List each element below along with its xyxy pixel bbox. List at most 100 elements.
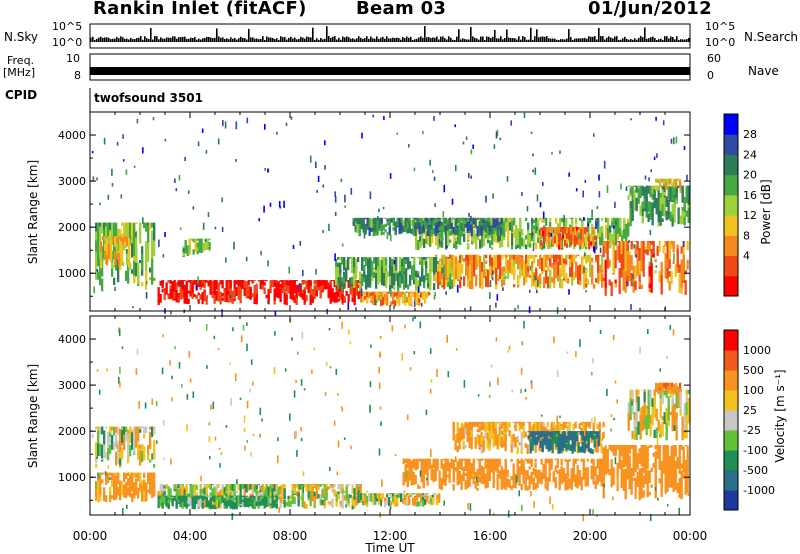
heatmap-cell [333,280,336,288]
heatmap-cell [520,445,523,454]
heatmap-cell [501,230,504,248]
heatmap-cell [181,484,184,494]
heatmap-cell [606,241,609,269]
heatmap-cell [309,155,312,163]
heatmap-cell [95,240,98,252]
heatmap-cell [456,225,459,229]
heatmap-cell [183,290,186,304]
heatmap-cell [115,475,118,488]
noise-sample [322,39,324,42]
heatmap-cell [410,475,413,486]
heatmap-cell [419,241,422,249]
noise-sample [308,37,310,42]
heatmap-cell [317,494,320,499]
heatmap-cell [147,472,150,475]
noise-sample [268,37,270,42]
heatmap-cell [460,458,463,462]
heatmap-cell [277,283,280,299]
heatmap-cell [616,241,619,242]
heatmap-cell [95,464,98,468]
heatmap-cell [666,244,669,259]
noise-sample [652,36,654,42]
heatmap-cell [121,222,124,226]
heatmap-cell [374,223,377,232]
noise-sample [188,38,190,42]
heatmap-cell [530,131,533,134]
heatmap-cell [416,217,419,228]
heatmap-cell [101,448,104,459]
heatmap-cell [173,280,176,286]
heatmap-cell [459,254,462,256]
heatmap-cell [324,140,326,146]
heatmap-cell [147,444,150,456]
heatmap-cell [654,451,657,473]
heatmap-cell [229,495,232,499]
noise-sample [220,37,222,42]
heatmap-cell [225,501,228,509]
heatmap-cell [553,264,556,284]
heatmap-cell [430,464,433,481]
noise-sample [272,37,274,42]
heatmap-cell [267,290,270,305]
noise-sample [662,39,664,42]
heatmap-cell [392,291,395,301]
heatmap-cell [569,431,572,441]
heatmap-cell [392,493,395,497]
noise-sample [578,38,580,42]
heatmap-cell [479,272,482,288]
heatmap-cell [602,241,605,258]
heatmap-cell [414,493,417,495]
heatmap-cell [408,293,411,299]
heatmap-cell [655,116,657,121]
heatmap-cell [558,241,561,250]
heatmap-cell [546,486,549,491]
heatmap-cell [504,275,507,279]
heatmap-cell [544,458,547,471]
heatmap-cell [247,280,250,286]
heatmap-cell [413,257,416,265]
heatmap-cell [477,254,480,268]
heatmap-cell [337,494,340,500]
heatmap-cell [461,263,464,274]
heatmap-cell [490,223,493,234]
heatmap-cell [602,421,605,428]
heatmap-cell [568,483,571,487]
heatmap-cell [384,497,387,502]
heatmap-cell [431,259,434,273]
heatmap-cell [414,496,417,506]
heatmap-cell [439,258,442,262]
heatmap-cell [465,259,468,268]
heatmap-cell [392,499,395,505]
heatmap-cell [646,458,649,470]
heatmap-cell [582,473,585,480]
heatmap-cell [253,495,256,503]
noise-sample [470,27,472,42]
heatmap-cell [337,277,340,284]
noise-sample [454,39,456,42]
heatmap-cell [584,477,587,487]
noise-sample [494,29,496,42]
heatmap-cell [672,455,675,477]
heatmap-cell [468,212,470,217]
heatmap-cell [205,280,208,283]
heatmap-cell [438,494,441,499]
heatmap-cell [187,497,190,505]
heatmap-cell [611,234,614,244]
heatmap-cell [549,254,552,266]
heatmap-cell [647,185,650,194]
heatmap-cell [434,292,436,296]
heatmap-cell [207,484,210,489]
noise-sample [226,38,228,42]
heatmap-cell [682,473,685,479]
heatmap-cell [128,261,131,268]
heatmap-cell [237,484,240,488]
heatmap-cell [179,227,182,230]
heatmap-cell [163,488,166,492]
heatmap-cell [430,217,433,223]
noise-sample [622,38,624,42]
heatmap-cell [355,488,358,494]
heatmap-cell [162,254,165,258]
heatmap-cell [507,254,510,257]
heatmap-cell [554,458,557,460]
noise-sample [558,39,560,42]
